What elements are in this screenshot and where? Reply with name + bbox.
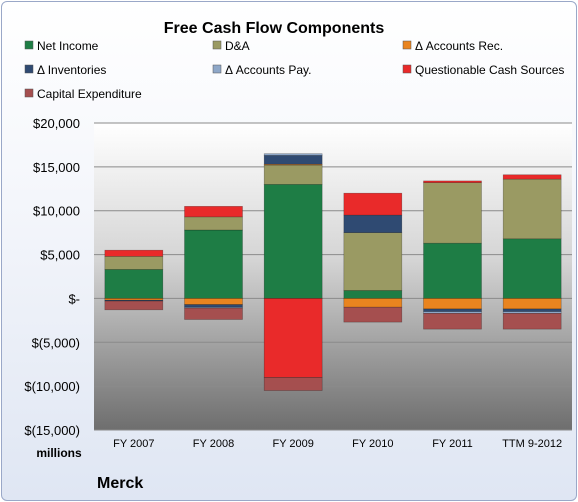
x-category-label: TTM 9-2012: [502, 438, 562, 450]
legend-swatch-inventories: [24, 64, 34, 74]
bar-segment-capital-expenditure: [502, 313, 562, 330]
x-axis-category-labels: FY 2007 FY 2008 FY 2009 FY 2010 FY 2011 TTM 9…: [113, 438, 562, 450]
bar-segment-questionable-cash-sources: [343, 192, 403, 216]
bar-segment-capital-expenditure: [184, 307, 243, 320]
bar-segment-net-income: [423, 242, 482, 299]
bar-segment-d-a: [343, 232, 403, 291]
company-label: Merck: [97, 475, 143, 492]
bar-segment-questionable-cash-sources: [104, 249, 164, 257]
bar-segment-d-a: [263, 164, 323, 185]
plot-area: [94, 123, 572, 430]
y-tick-label: $-: [68, 291, 80, 306]
y-tick-label: $(5,000): [32, 335, 80, 350]
unit-label: millions: [36, 446, 82, 460]
bar-segment-questionable-cash-sources: [263, 298, 323, 378]
bars: [104, 153, 562, 391]
bar-segment-net-income: [104, 269, 164, 299]
bar-segment-net-income: [343, 290, 403, 299]
bar-segment-capital-expenditure: [263, 377, 323, 391]
bar-segment-net-income: [502, 238, 562, 299]
bar-segment-inventories: [263, 155, 323, 165]
bar-segment-d-a: [184, 216, 243, 231]
x-category-label: FY 2007: [113, 438, 154, 450]
chart-title: Free Cash Flow Components: [164, 20, 385, 37]
bar-segment-accounts-rec: [184, 298, 243, 305]
legend-swatch-d-a: [212, 40, 222, 50]
legend-label-d-a: D&A: [225, 39, 250, 53]
bar-segment-inventories: [502, 308, 562, 312]
bar-segment-net-income: [263, 184, 323, 299]
x-category-label: FY 2011: [432, 438, 473, 450]
bar-segment-questionable-cash-sources: [423, 180, 482, 183]
bar-segment-capital-expenditure: [343, 306, 403, 323]
x-category-label: FY 2008: [193, 438, 234, 450]
legend-label-inventories: Δ Inventories: [37, 63, 106, 77]
bar-segment-d-a: [423, 182, 482, 244]
bar-segment-accounts-rec: [343, 298, 403, 308]
bar-segment-inventories: [423, 308, 482, 312]
bar-segment-accounts-rec: [502, 298, 562, 310]
bar-segment-inventories: [343, 214, 403, 233]
legend-swatch-accounts-pay: [212, 64, 222, 74]
bar-segment-d-a: [104, 256, 164, 270]
bar-segment-net-income: [184, 229, 243, 299]
chart-legend: Net Income D&A Δ Accounts Rec. Δ Inventorie…: [24, 39, 564, 101]
y-tick-label: $15,000: [33, 160, 80, 175]
y-axis-tick-labels: $20,000 $15,000 $10,000 $5,000 $- $(5,000) $(1…: [24, 116, 80, 438]
bar-segment-accounts-rec: [104, 298, 164, 301]
legend-label-questionable-cash-sources: Questionable Cash Sources: [415, 63, 564, 77]
bar-segment-d-a: [502, 178, 562, 240]
bar-segment-questionable-cash-sources: [502, 174, 562, 180]
gridlines: [94, 122, 572, 431]
y-tick-label: $10,000: [33, 204, 80, 219]
x-category-label: FY 2010: [352, 438, 393, 450]
bar-segment-capital-expenditure: [423, 313, 482, 330]
x-category-label: FY 2009: [272, 438, 313, 450]
bar-segment-accounts-pay: [263, 153, 323, 156]
bar-segment-inventories: [184, 304, 243, 308]
y-tick-label: $20,000: [33, 116, 80, 131]
bar-segment-capital-expenditure: [104, 300, 164, 311]
bar-segment-questionable-cash-sources: [184, 206, 243, 218]
bar-segment-accounts-rec: [423, 298, 482, 310]
legend-swatch-questionable-cash-sources: [402, 64, 412, 74]
legend-label-capital-expenditure: Capital Expenditure: [37, 87, 142, 101]
legend-swatch-accounts-rec: [402, 40, 412, 50]
y-tick-label: $(15,000): [24, 423, 80, 438]
y-tick-label: $5,000: [40, 248, 80, 263]
y-tick-label: $(10,000): [24, 379, 80, 394]
legend-swatch-net-income: [24, 40, 34, 50]
legend-label-accounts-rec: Δ Accounts Rec.: [415, 39, 503, 53]
legend-label-net-income: Net Income: [37, 39, 99, 53]
legend-label-accounts-pay: Δ Accounts Pay.: [225, 63, 312, 77]
legend-swatch-capital-expenditure: [24, 88, 34, 98]
